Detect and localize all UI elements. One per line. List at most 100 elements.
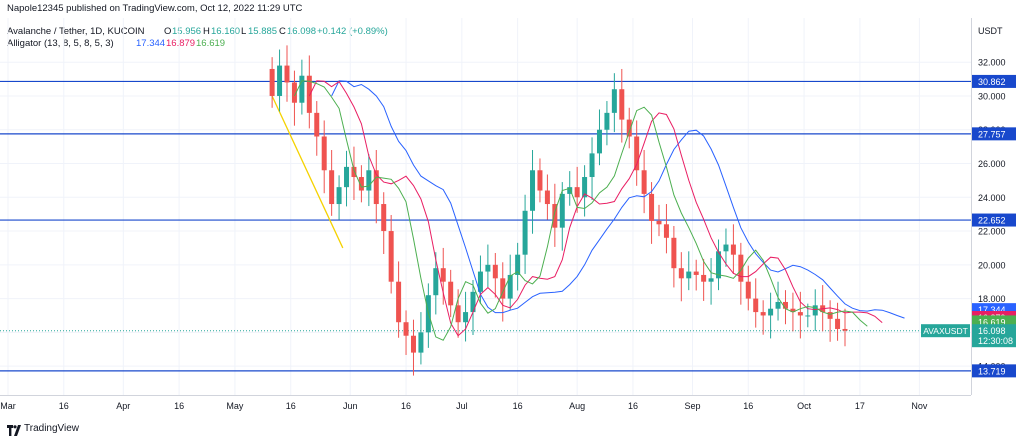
x-tick-label: 16 — [743, 401, 753, 411]
ohlc-high-value: 16.160 — [211, 26, 241, 37]
alligator-jaw-line — [331, 80, 905, 319]
candle-body — [477, 271, 483, 292]
alligator-lips-tag-label: 16.619 — [978, 317, 1006, 327]
y-tick-label: 18.000 — [978, 294, 1006, 304]
candle-body — [619, 89, 625, 120]
candle-body — [738, 254, 744, 282]
candle-body — [708, 278, 714, 282]
x-tick-label: Apr — [116, 401, 130, 411]
price-tags: 30.86227.75722.65213.71917.34416.87916.6… — [921, 74, 1016, 378]
alligator-lips-value: 16.619 — [196, 38, 226, 49]
candle-body — [291, 82, 297, 103]
candle-body — [701, 274, 707, 282]
alligator-title: Alligator (13, 8, 5, 8, 5, 3) — [7, 38, 114, 49]
x-tick-label: Aug — [569, 401, 585, 411]
candle-body — [344, 166, 350, 188]
candle-body — [463, 312, 469, 323]
candle-body — [745, 281, 751, 299]
level-tag-label: 27.757 — [978, 129, 1006, 139]
candle-body — [500, 278, 506, 299]
y-tick-label: 22.000 — [978, 227, 1006, 237]
chart-header: Napole12345 published on TradingView.com… — [0, 0, 1024, 18]
candle-body — [552, 204, 558, 228]
alligator-teeth-value: 16.879 — [166, 38, 196, 49]
x-tick-label: 16 — [174, 401, 184, 411]
alligator-jaw-tag-label: 17.344 — [978, 305, 1006, 315]
candle-body — [321, 136, 327, 171]
candle-body — [544, 190, 550, 205]
candle-body — [358, 177, 364, 191]
candle-body — [306, 75, 312, 113]
candle-body — [716, 251, 722, 279]
candle-body — [522, 210, 528, 255]
candle-body — [835, 318, 841, 329]
candle-body — [812, 305, 818, 316]
candle-body — [329, 170, 335, 205]
ohlc-high-label: H — [203, 26, 210, 37]
y-axis-unit: USDT — [978, 26, 1003, 36]
level-tag-bg — [972, 213, 1016, 227]
tradingview-brand: TradingView — [24, 423, 80, 434]
candle-body — [396, 281, 402, 323]
x-tick-label: Sep — [684, 401, 700, 411]
ohlc-low-label: L — [241, 26, 247, 37]
tradingview-logo-icon — [7, 423, 21, 436]
candle-body — [596, 129, 602, 154]
candle-body — [515, 254, 521, 275]
alligator-lines — [293, 80, 905, 341]
x-tick-label: 16 — [59, 401, 69, 411]
candle-body — [314, 112, 320, 137]
candle-body — [507, 274, 513, 299]
candle-body — [373, 170, 379, 205]
x-tick-label: 16 — [513, 401, 523, 411]
last-price-tag-bg — [972, 324, 1016, 348]
candle-body — [730, 244, 736, 255]
level-tag-bg — [972, 74, 1016, 88]
candle-body — [768, 308, 774, 316]
candle-body — [410, 335, 416, 353]
candle-body — [582, 177, 588, 198]
candle-body — [485, 264, 491, 272]
candle-body — [418, 332, 424, 353]
level-tag-label: 13.719 — [978, 366, 1006, 376]
candle-body — [589, 153, 595, 178]
candle-body — [611, 89, 617, 113]
y-tick-label: 32.000 — [978, 58, 1006, 68]
candle-body — [671, 237, 677, 269]
last-price-tag-label: 16.098 — [978, 326, 1006, 336]
candle-body — [284, 65, 290, 83]
symbol-title: Avalanche / Tether, 1D, KUCOIN — [7, 26, 145, 37]
trendline-layer — [271, 95, 344, 249]
alligator-teeth-line — [308, 80, 883, 337]
candle-body — [269, 68, 275, 96]
candle-body — [388, 231, 394, 282]
level-tag-bg — [972, 127, 1016, 141]
candle-body — [790, 308, 796, 313]
candle-body — [530, 170, 536, 211]
published-by-text: Napole12345 published on TradingView.com… — [7, 3, 303, 14]
ohlc-close-label: C — [279, 26, 286, 37]
ohlc-open-label: O — [164, 26, 172, 37]
x-tick-label: Mar — [0, 401, 16, 411]
countdown-tag-label: 12:30:08 — [978, 336, 1013, 346]
x-tick-label: Oct — [797, 401, 812, 411]
x-tick-label: 16 — [286, 401, 296, 411]
candles — [269, 45, 848, 376]
candle-body — [842, 328, 848, 331]
candle-body — [381, 204, 387, 232]
candle-body — [567, 187, 573, 194]
candle-body — [649, 193, 655, 221]
y-tick-label: 24.000 — [978, 193, 1006, 203]
candle-body — [678, 268, 684, 279]
candle-body — [753, 298, 759, 313]
candle-body — [433, 268, 439, 296]
candle-body — [634, 136, 640, 171]
x-tick-label: Jun — [343, 401, 358, 411]
footer: TradingView — [0, 420, 1024, 438]
candle-body — [351, 166, 357, 178]
symbol-tag-label: AVAXUSDT — [923, 326, 968, 336]
candle-body — [626, 119, 632, 137]
candle-body — [656, 220, 662, 225]
alligator-jaw-value: 17.344 — [136, 38, 166, 49]
